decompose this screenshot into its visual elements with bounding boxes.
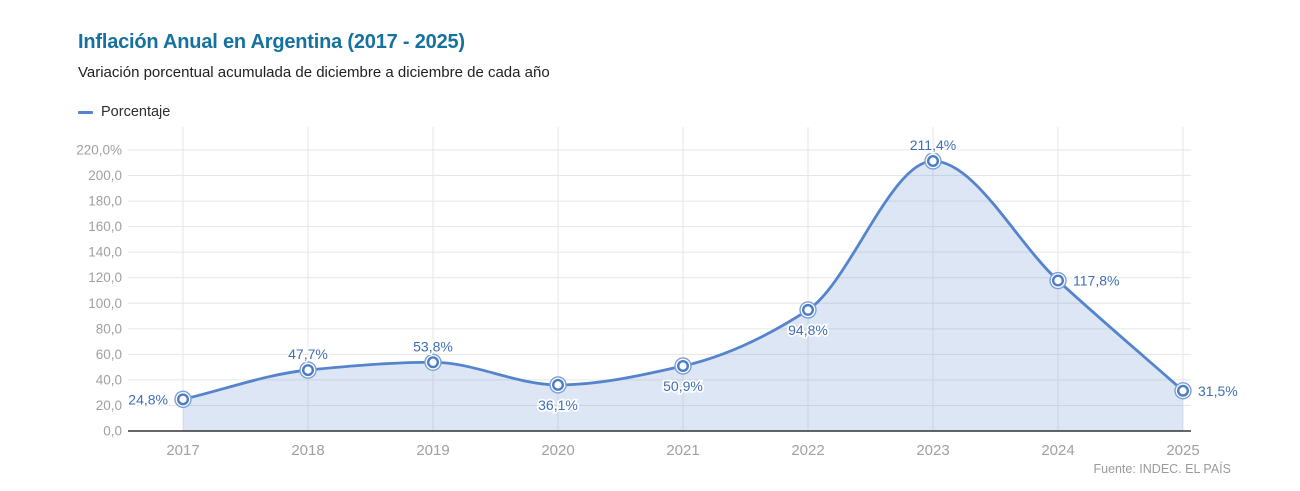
- svg-text:220,0%: 220,0%: [76, 143, 122, 158]
- svg-text:117,8%: 117,8%: [1073, 273, 1119, 289]
- svg-text:2023: 2023: [916, 442, 949, 459]
- page-title: Inflación Anual en Argentina (2017 - 202…: [78, 31, 465, 53]
- svg-text:40,0: 40,0: [96, 372, 122, 387]
- svg-text:211,4%: 211,4%: [910, 137, 956, 153]
- chart-legend: Porcentaje: [78, 104, 170, 120]
- svg-text:200,0: 200,0: [88, 168, 122, 183]
- svg-text:31,5%: 31,5%: [1198, 383, 1238, 399]
- svg-text:160,0: 160,0: [88, 219, 122, 234]
- svg-text:2021: 2021: [666, 442, 699, 459]
- svg-text:2019: 2019: [416, 442, 449, 459]
- svg-text:2022: 2022: [791, 442, 824, 459]
- svg-text:53,8%: 53,8%: [413, 338, 453, 354]
- svg-text:2020: 2020: [541, 442, 574, 459]
- svg-text:140,0: 140,0: [88, 245, 122, 260]
- svg-text:24,8%: 24,8%: [128, 391, 168, 407]
- svg-text:0,0: 0,0: [103, 424, 122, 439]
- svg-text:80,0: 80,0: [96, 321, 122, 336]
- source-credit: Fuente: INDEC. EL PAÍS: [1093, 462, 1231, 476]
- svg-text:2025: 2025: [1166, 442, 1199, 459]
- chart-subtitle: Variación porcentual acumulada de diciem…: [78, 64, 550, 81]
- svg-text:2024: 2024: [1041, 442, 1074, 459]
- legend-label: Porcentaje: [101, 104, 171, 120]
- svg-text:100,0: 100,0: [88, 296, 122, 311]
- svg-text:60,0: 60,0: [96, 347, 122, 362]
- svg-text:2017: 2017: [166, 442, 199, 459]
- legend-line-swatch-icon: [78, 110, 93, 114]
- svg-text:94,8%: 94,8%: [788, 322, 828, 338]
- svg-text:20,0: 20,0: [96, 398, 122, 413]
- svg-text:36,1%: 36,1%: [538, 397, 578, 413]
- svg-text:2018: 2018: [291, 442, 324, 459]
- svg-text:50,9%: 50,9%: [663, 378, 703, 394]
- svg-text:180,0: 180,0: [88, 194, 122, 209]
- svg-text:47,7%: 47,7%: [288, 346, 328, 362]
- svg-text:120,0: 120,0: [88, 270, 122, 285]
